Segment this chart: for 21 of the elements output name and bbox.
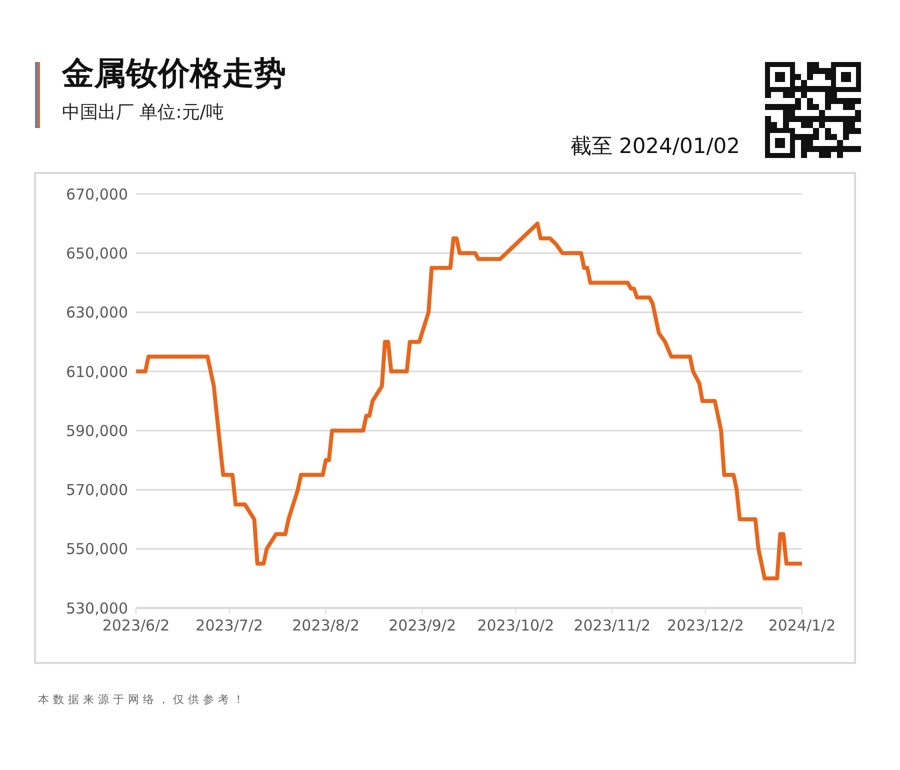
x-tick-label: 2023/8/2 <box>292 616 360 635</box>
line-series <box>136 222 802 580</box>
chart-subtitle: 中国出厂 单位:元/吨 <box>62 101 224 124</box>
y-tick-label: 650,000 <box>66 244 128 262</box>
text: 本数据来源于网络，仅供参考！ <box>38 692 248 707</box>
y-tick-label: 570,000 <box>66 481 128 500</box>
x-tick-label: 2023/6/2 <box>102 616 170 635</box>
x-tick-label: 2023/11/2 <box>574 616 651 635</box>
y-tick-label: 630,000 <box>66 304 128 322</box>
y-tick-label: 610,000 <box>66 362 128 381</box>
y-tick-label: 670,000 <box>66 185 128 204</box>
y-tick-label: 550,000 <box>66 540 128 558</box>
y-tick-label: 590,000 <box>66 422 128 440</box>
x-tick-label: 2024/1/2 <box>768 616 836 635</box>
chart-title: 金属钕价格走势 <box>62 53 286 94</box>
x-tick-label: 2023/10/2 <box>477 616 554 635</box>
y-tick-label: 530,000 <box>66 599 128 618</box>
x-tick-label: 2023/9/2 <box>388 616 456 635</box>
x-tick-label: 2023/12/2 <box>667 616 744 635</box>
text: 截至 2024/01/02 <box>570 133 740 160</box>
x-tick-label: 2023/7/2 <box>196 616 264 635</box>
